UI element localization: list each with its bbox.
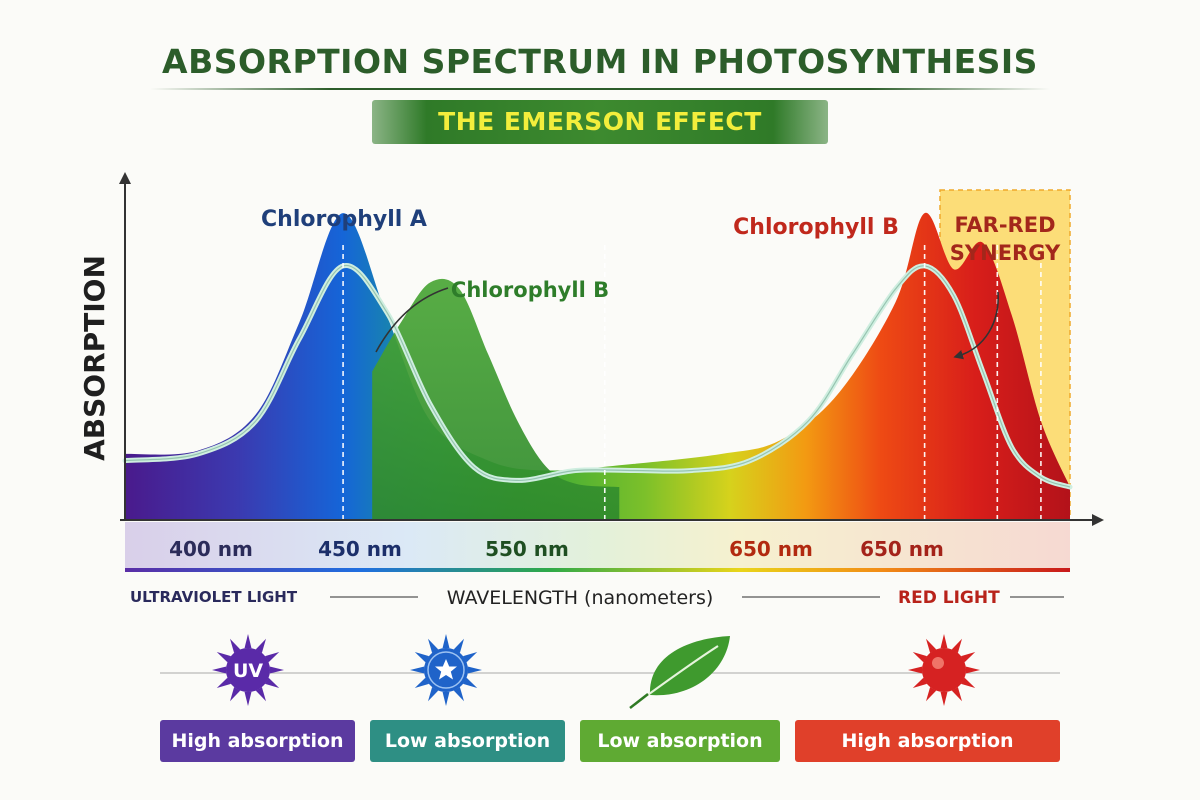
series-chlorophyll-a-area xyxy=(125,212,1070,521)
sun-ray xyxy=(463,677,478,688)
annotation-pointer-chl-b xyxy=(375,287,449,353)
region-label-left: ULTRAVIOLET LIGHT xyxy=(130,588,298,606)
sun-ray xyxy=(961,677,976,688)
sun-ray xyxy=(453,638,464,653)
sun-ray xyxy=(265,652,280,663)
sun-ray xyxy=(961,652,976,663)
sun-ray xyxy=(912,677,927,688)
sun-ray xyxy=(940,691,948,706)
badge-high-absorption-uv: High absorption xyxy=(160,720,355,762)
x-tick-label: 550 nm xyxy=(485,537,569,561)
y-axis-label: ABSORPTION xyxy=(78,255,111,461)
annotation-far-red-line1: FAR-RED xyxy=(954,213,1055,237)
red-sun-icon xyxy=(908,634,980,706)
annotation-chlorophyll-b-red: Chlorophyll B xyxy=(733,215,899,240)
spectrum-strip xyxy=(125,568,1070,572)
sun-ray xyxy=(230,638,241,653)
uv-icon-text: UV xyxy=(233,660,263,682)
sun-ray xyxy=(926,638,937,653)
chart-title: ABSORPTION SPECTRUM IN PHOTOSYNTHESIS xyxy=(162,42,1038,81)
sun-ray xyxy=(428,638,439,653)
wavelength-band xyxy=(125,522,1070,570)
sun-ray xyxy=(908,666,923,674)
sun-ray xyxy=(951,687,962,702)
leaf-icon xyxy=(629,636,730,709)
sun-ray xyxy=(965,666,980,674)
annotation-chlorophyll-a: Chlorophyll A xyxy=(261,207,427,232)
sun-ray xyxy=(926,687,937,702)
chart-subtitle: THE EMERSON EFFECT xyxy=(438,107,762,136)
sun-ray xyxy=(216,677,231,688)
badge-low-absorption-green: Low absorption xyxy=(580,720,780,762)
sun-ray xyxy=(442,634,450,649)
x-tick-label: 650 nm xyxy=(729,537,813,561)
series-chlorophyll-b-area xyxy=(372,278,620,520)
sun-ray xyxy=(453,687,464,702)
x-tick-label: 450 nm xyxy=(318,537,402,561)
sun-ray xyxy=(940,634,948,649)
x-tick-label: 400 nm xyxy=(169,537,253,561)
blue-star-sun-icon xyxy=(410,634,482,706)
sun-ray xyxy=(951,638,962,653)
sun-ray xyxy=(410,666,425,674)
x-axis-label: WAVELENGTH (nanometers) xyxy=(447,587,714,609)
sun-ray xyxy=(255,638,266,653)
subtitle-banner xyxy=(372,100,828,144)
title-underline xyxy=(150,88,1050,90)
sun-ray xyxy=(265,677,280,688)
sun-ray xyxy=(463,652,478,663)
sun-ray xyxy=(912,652,927,663)
sun-ray xyxy=(230,687,241,702)
sun-ray xyxy=(467,666,482,674)
annotation-chlorophyll-b: Chlorophyll B xyxy=(451,278,609,302)
badge-low-absorption-blue: Low absorption xyxy=(370,720,565,762)
sun-ray xyxy=(414,677,429,688)
sun-ray xyxy=(244,691,252,706)
annotation-far-red-line2: SYNERGY xyxy=(950,241,1061,265)
sun-ray xyxy=(269,666,284,674)
badge-high-absorption-red: High absorption xyxy=(795,720,1060,762)
series-combined-line-shade xyxy=(124,264,1071,488)
annotation-pointer-far-red xyxy=(953,291,999,360)
x-tick-label: 650 nm xyxy=(860,537,944,561)
sun-ray xyxy=(428,687,439,702)
sun-ray xyxy=(212,666,227,674)
sun-ray xyxy=(216,652,231,663)
uv-sun-icon: UV xyxy=(212,634,284,706)
sun-ray xyxy=(255,687,266,702)
region-label-right: RED LIGHT xyxy=(898,588,1000,608)
sun-ray xyxy=(244,634,252,649)
sun-ray xyxy=(442,691,450,706)
sun-ray xyxy=(414,652,429,663)
